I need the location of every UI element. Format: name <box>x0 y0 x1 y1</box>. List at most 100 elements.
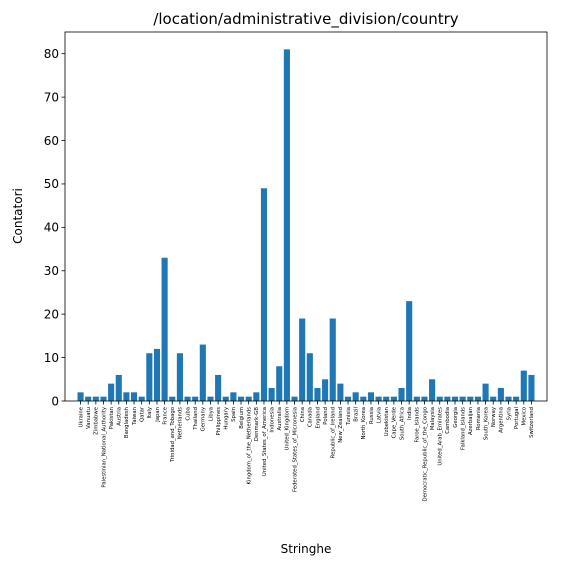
bar-romania <box>474 396 481 401</box>
bar-trinidad_and_tobago <box>169 396 176 401</box>
x-tick-label: Faroe_Islands <box>415 407 421 443</box>
y-tick-label: 20 <box>44 307 59 321</box>
bar-faroe_islands <box>413 396 420 401</box>
plot-frame <box>64 31 548 402</box>
bar-pakistan <box>108 383 115 401</box>
bar-united_kingdom <box>283 49 290 402</box>
x-tick-label: Cambodia <box>445 407 451 434</box>
bar-netherlands <box>176 353 183 401</box>
x-tick-label: Denmark-GB <box>254 407 260 442</box>
x-tick-label: Democratic_Republic_of_the_Congo <box>422 407 428 501</box>
x-tick-label: Federated_States_of_Micronesia <box>292 407 298 492</box>
bar-syria <box>505 396 512 401</box>
x-tick-label: United_Kingdom <box>285 407 291 450</box>
x-tick-label: Latvia <box>376 407 382 423</box>
x-tick-label: Trinidad_and_Tobago <box>170 407 176 463</box>
bar-new_zealand <box>337 383 344 401</box>
x-tick-label: Switzerland <box>529 407 535 438</box>
chart-title: /location/administrative_division/countr… <box>153 10 458 29</box>
y-tick-label: 80 <box>44 47 59 61</box>
x-tick-label: Spain <box>231 407 237 422</box>
bar-latvia <box>375 396 382 401</box>
x-tick-label: United_States_of_America <box>262 407 268 476</box>
bar-thailand <box>192 396 199 401</box>
x-tick-label: Republic_of_Ireland <box>331 407 337 458</box>
bar-cape_verde <box>390 396 397 401</box>
y-tick-label: 50 <box>44 177 59 191</box>
x-tick-label: England <box>315 407 321 429</box>
x-tick-label: Falkland_Islands <box>460 407 466 450</box>
y-tick-label: 70 <box>44 90 59 104</box>
x-tick-label: Bangladesh <box>124 407 130 438</box>
bars-group <box>77 49 535 402</box>
x-tick-label: Argentina <box>499 407 505 433</box>
x-tick-label: Syria <box>506 407 512 420</box>
bar-belgium <box>237 396 245 401</box>
bar-ukraine <box>77 392 84 401</box>
bar-austria <box>115 374 122 401</box>
bar-england <box>314 387 321 401</box>
bar-bangladesh <box>123 392 130 401</box>
bar-uzbekistan <box>383 396 390 401</box>
x-tick-label: Cape_Verde <box>392 407 398 438</box>
x-tick-label: Russia <box>369 407 375 424</box>
bar-spain <box>230 392 237 401</box>
x-tick-label: Malaysia <box>430 407 436 430</box>
x-tick-label: Netherlands <box>178 407 184 440</box>
bar-brazil <box>352 392 359 401</box>
bar-federated_states_of_micronesia <box>291 396 298 401</box>
bar-cuba <box>184 396 191 401</box>
x-tick-label: Philippines <box>216 407 222 436</box>
x-tick-label: Taiwan <box>132 407 138 426</box>
bar-portugal <box>513 396 520 401</box>
y-tick-label: 0 <box>51 394 59 408</box>
x-tick-label: China <box>300 407 306 422</box>
bar-united_arab_emirates <box>436 396 443 401</box>
bar-qatar <box>138 396 145 401</box>
y-tick-label: 60 <box>44 134 59 148</box>
bar-france <box>161 257 168 401</box>
y-tick-label: 10 <box>44 351 59 365</box>
bar-south_africa <box>398 387 405 401</box>
x-tick-label: North_Korea <box>361 407 367 439</box>
x-tick-label: Azerbaijan <box>468 407 474 435</box>
bar-united_states_of_america <box>260 188 268 401</box>
bar-georgia <box>451 396 459 401</box>
x-tick-label: Norway <box>491 407 497 427</box>
bar-falkland_islands <box>459 396 466 401</box>
x-tick-label: Palestinian_National_Authority <box>101 407 107 488</box>
x-tick-label: Vanuatu <box>86 407 92 429</box>
x-tick-label: Australia <box>277 407 283 430</box>
x-tick-label: Pakistan <box>109 407 115 429</box>
x-tick-label: Poland <box>323 407 329 425</box>
x-tick-label: New_Zealand <box>338 407 344 443</box>
x-tick-label: Georgia <box>453 407 459 428</box>
x-tick-label: Cuba <box>185 407 191 421</box>
x-tick-label: Canada <box>308 407 314 427</box>
bar-malaysia <box>429 379 436 401</box>
bar-denmark-gb <box>253 392 260 401</box>
y-axis-label: Contatori <box>11 188 25 244</box>
bar-kingdom_of_the_netherlands <box>245 396 252 401</box>
x-tick-label: Libya <box>208 407 214 421</box>
x-tick-label: Qatar <box>139 406 145 422</box>
bar-norway <box>490 396 497 401</box>
x-tick-label: Brazil <box>353 407 359 422</box>
bar-china <box>299 318 306 401</box>
bar-republic_of_ireland <box>329 318 336 401</box>
bar-russia <box>367 392 375 401</box>
bar-poland <box>322 379 329 401</box>
x-tick-label: Uzbekistan <box>384 407 390 436</box>
bar-italy <box>146 353 153 401</box>
bar-azerbaijan <box>467 396 474 401</box>
y-axis-ticks: 0 10 20 30 40 50 60 70 80 <box>44 47 65 408</box>
x-tick-label: Portugal <box>514 407 520 429</box>
x-tick-label: Thailand <box>193 407 199 431</box>
bar-cambodia <box>444 396 451 401</box>
x-tick-label: Mexico <box>522 407 528 426</box>
bar-libya <box>207 396 214 401</box>
x-tick-label: Belgium <box>239 407 245 429</box>
bar-argentina <box>497 387 504 401</box>
bar-switzerland <box>528 374 535 401</box>
